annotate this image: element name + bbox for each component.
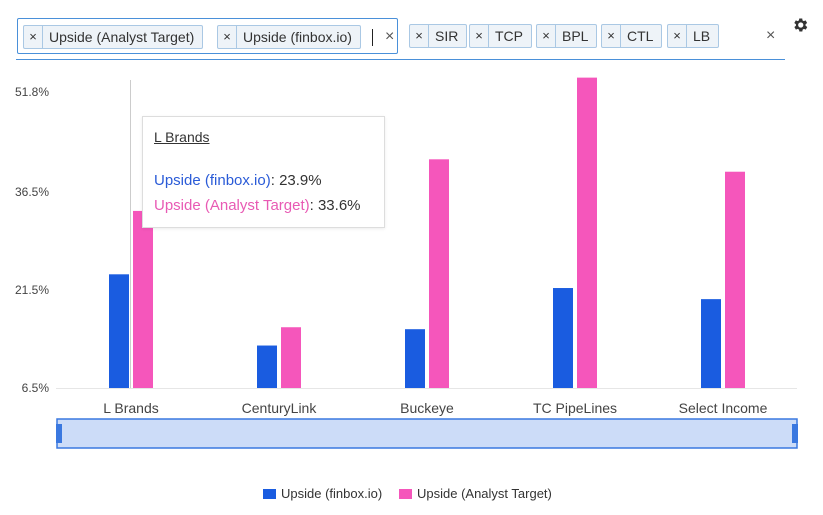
remove-icon[interactable]: × [415, 28, 423, 43]
ticker-tag-label: BPL [555, 25, 596, 47]
metric-selector[interactable]: × Upside (Analyst Target) × Upside (finb… [17, 18, 398, 54]
bar-analyst-target[interactable] [133, 210, 153, 388]
remove-icon[interactable]: × [607, 28, 615, 43]
remove-icon[interactable]: × [475, 28, 483, 43]
y-tick-label: 6.5% [22, 381, 50, 395]
bar-finbox[interactable] [405, 329, 425, 388]
legend-swatch [263, 488, 276, 499]
metric-tag-label: Upside (Analyst Target) [42, 26, 202, 48]
text-cursor [372, 29, 373, 46]
bar-analyst-target[interactable] [725, 171, 745, 388]
legend-item-finbox[interactable]: Upside (finbox.io) [263, 486, 382, 501]
bar-analyst-target[interactable] [281, 327, 301, 388]
ticker-tag-sir[interactable]: × SIR [409, 24, 468, 48]
tooltip-series-name: Upside (finbox.io) [154, 172, 271, 189]
tooltip-row-analyst: Upside (Analyst Target): 33.6% [154, 197, 361, 214]
ticker-tag-label: TCP [488, 25, 531, 47]
remove-icon[interactable]: × [29, 29, 37, 44]
legend-label: Upside (Analyst Target) [417, 486, 552, 501]
bar-analyst-target[interactable] [429, 159, 449, 388]
gear-icon[interactable] [791, 16, 809, 34]
bar-finbox[interactable] [257, 345, 277, 388]
ticker-tag-lb[interactable]: × LB [667, 24, 720, 48]
tooltip-row-finbox: Upside (finbox.io): 23.9% [154, 172, 322, 189]
navigator-selection[interactable] [56, 418, 798, 449]
legend-item-analyst[interactable]: Upside (Analyst Target) [399, 486, 552, 501]
ticker-tag-label: SIR [428, 25, 466, 47]
bar-finbox[interactable] [701, 299, 721, 388]
ticker-tag-ctl[interactable]: × CTL [601, 24, 663, 48]
tooltip-value: 23.9% [279, 172, 322, 189]
navigator-handle-right[interactable] [792, 424, 798, 443]
metric-tag-finbox[interactable]: × Upside (finbox.io) [217, 25, 361, 49]
x-tick-label: Select Income [679, 400, 768, 416]
tooltip-value: 33.6% [317, 197, 361, 214]
navigator-handle-left[interactable] [56, 424, 62, 443]
ticker-tag-label: CTL [620, 25, 661, 47]
range-navigator[interactable] [56, 418, 798, 449]
ticker-selector[interactable]: × SIR × TCP × BPL × CTL × LB × [402, 18, 782, 54]
remove-icon[interactable]: × [673, 28, 681, 43]
ticker-tag-tcp[interactable]: × TCP [469, 24, 532, 48]
chart-tooltip: L Brands Upside (finbox.io): 23.9% Upsid… [142, 116, 385, 228]
legend-swatch [399, 488, 412, 499]
bar-analyst-target[interactable] [577, 77, 597, 388]
legend-label: Upside (finbox.io) [281, 486, 383, 501]
metric-tag-analyst-target[interactable]: × Upside (Analyst Target) [23, 25, 204, 49]
selector-bar: × Upside (Analyst Target) × Upside (finb… [16, 18, 785, 60]
remove-icon[interactable]: × [223, 29, 231, 44]
bar-finbox[interactable] [109, 274, 129, 388]
remove-icon[interactable]: × [542, 28, 550, 43]
y-tick-label: 51.8% [15, 85, 49, 99]
x-tick-label: Buckeye [400, 400, 454, 416]
x-tick-label: TC PipeLines [533, 400, 617, 416]
bar-finbox[interactable] [553, 288, 573, 388]
selector-underline [16, 59, 785, 60]
clear-metrics-icon[interactable]: × [385, 28, 395, 45]
metric-tag-label: Upside (finbox.io) [236, 26, 360, 48]
ticker-tag-bpl[interactable]: × BPL [536, 24, 598, 48]
x-tick-label: CenturyLink [242, 400, 318, 416]
tooltip-title: L Brands [154, 129, 210, 145]
chart-legend: Upside (finbox.io) Upside (Analyst Targe… [0, 486, 823, 504]
tooltip-series-name: Upside (Analyst Target) [154, 197, 310, 214]
y-tick-label: 36.5% [15, 185, 49, 199]
clear-tickers-icon[interactable]: × [766, 27, 776, 44]
y-tick-label: 21.5% [15, 283, 49, 297]
x-tick-label: L Brands [103, 400, 159, 416]
ticker-tag-label: LB [686, 25, 718, 47]
